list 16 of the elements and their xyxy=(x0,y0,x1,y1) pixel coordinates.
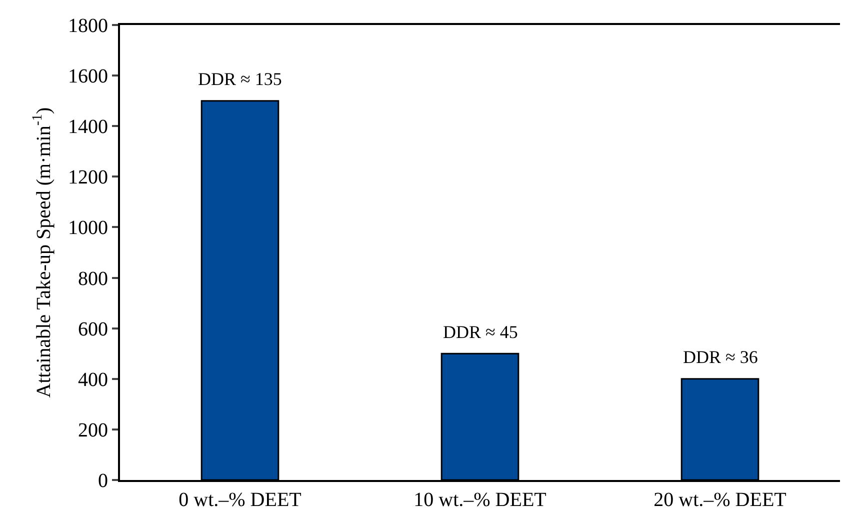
y-tick-label: 1800 xyxy=(68,15,108,37)
x-tick-label: 10 wt.–% DEET xyxy=(414,489,546,511)
y-tick-label: 400 xyxy=(78,368,108,391)
annotation: DDR ≈ 135 xyxy=(198,69,282,89)
annotation: DDR ≈ 45 xyxy=(443,322,518,342)
annotation: DDR ≈ 36 xyxy=(683,347,758,367)
y-tick-label: 1200 xyxy=(68,166,108,189)
y-tick-label: 1000 xyxy=(68,217,108,240)
x-tick-label: 0 wt.–% DEET xyxy=(178,489,302,511)
y-tick-label: 1600 xyxy=(68,66,108,88)
y-tick-label: 600 xyxy=(78,318,108,340)
y-tick-label: 200 xyxy=(78,419,108,442)
x-tick-label: 20 wt.–% DEET xyxy=(654,489,786,511)
y-tick-label: 800 xyxy=(78,268,108,290)
y-tick-label: 0 xyxy=(98,470,108,492)
y-tick-label: 1400 xyxy=(68,116,108,138)
